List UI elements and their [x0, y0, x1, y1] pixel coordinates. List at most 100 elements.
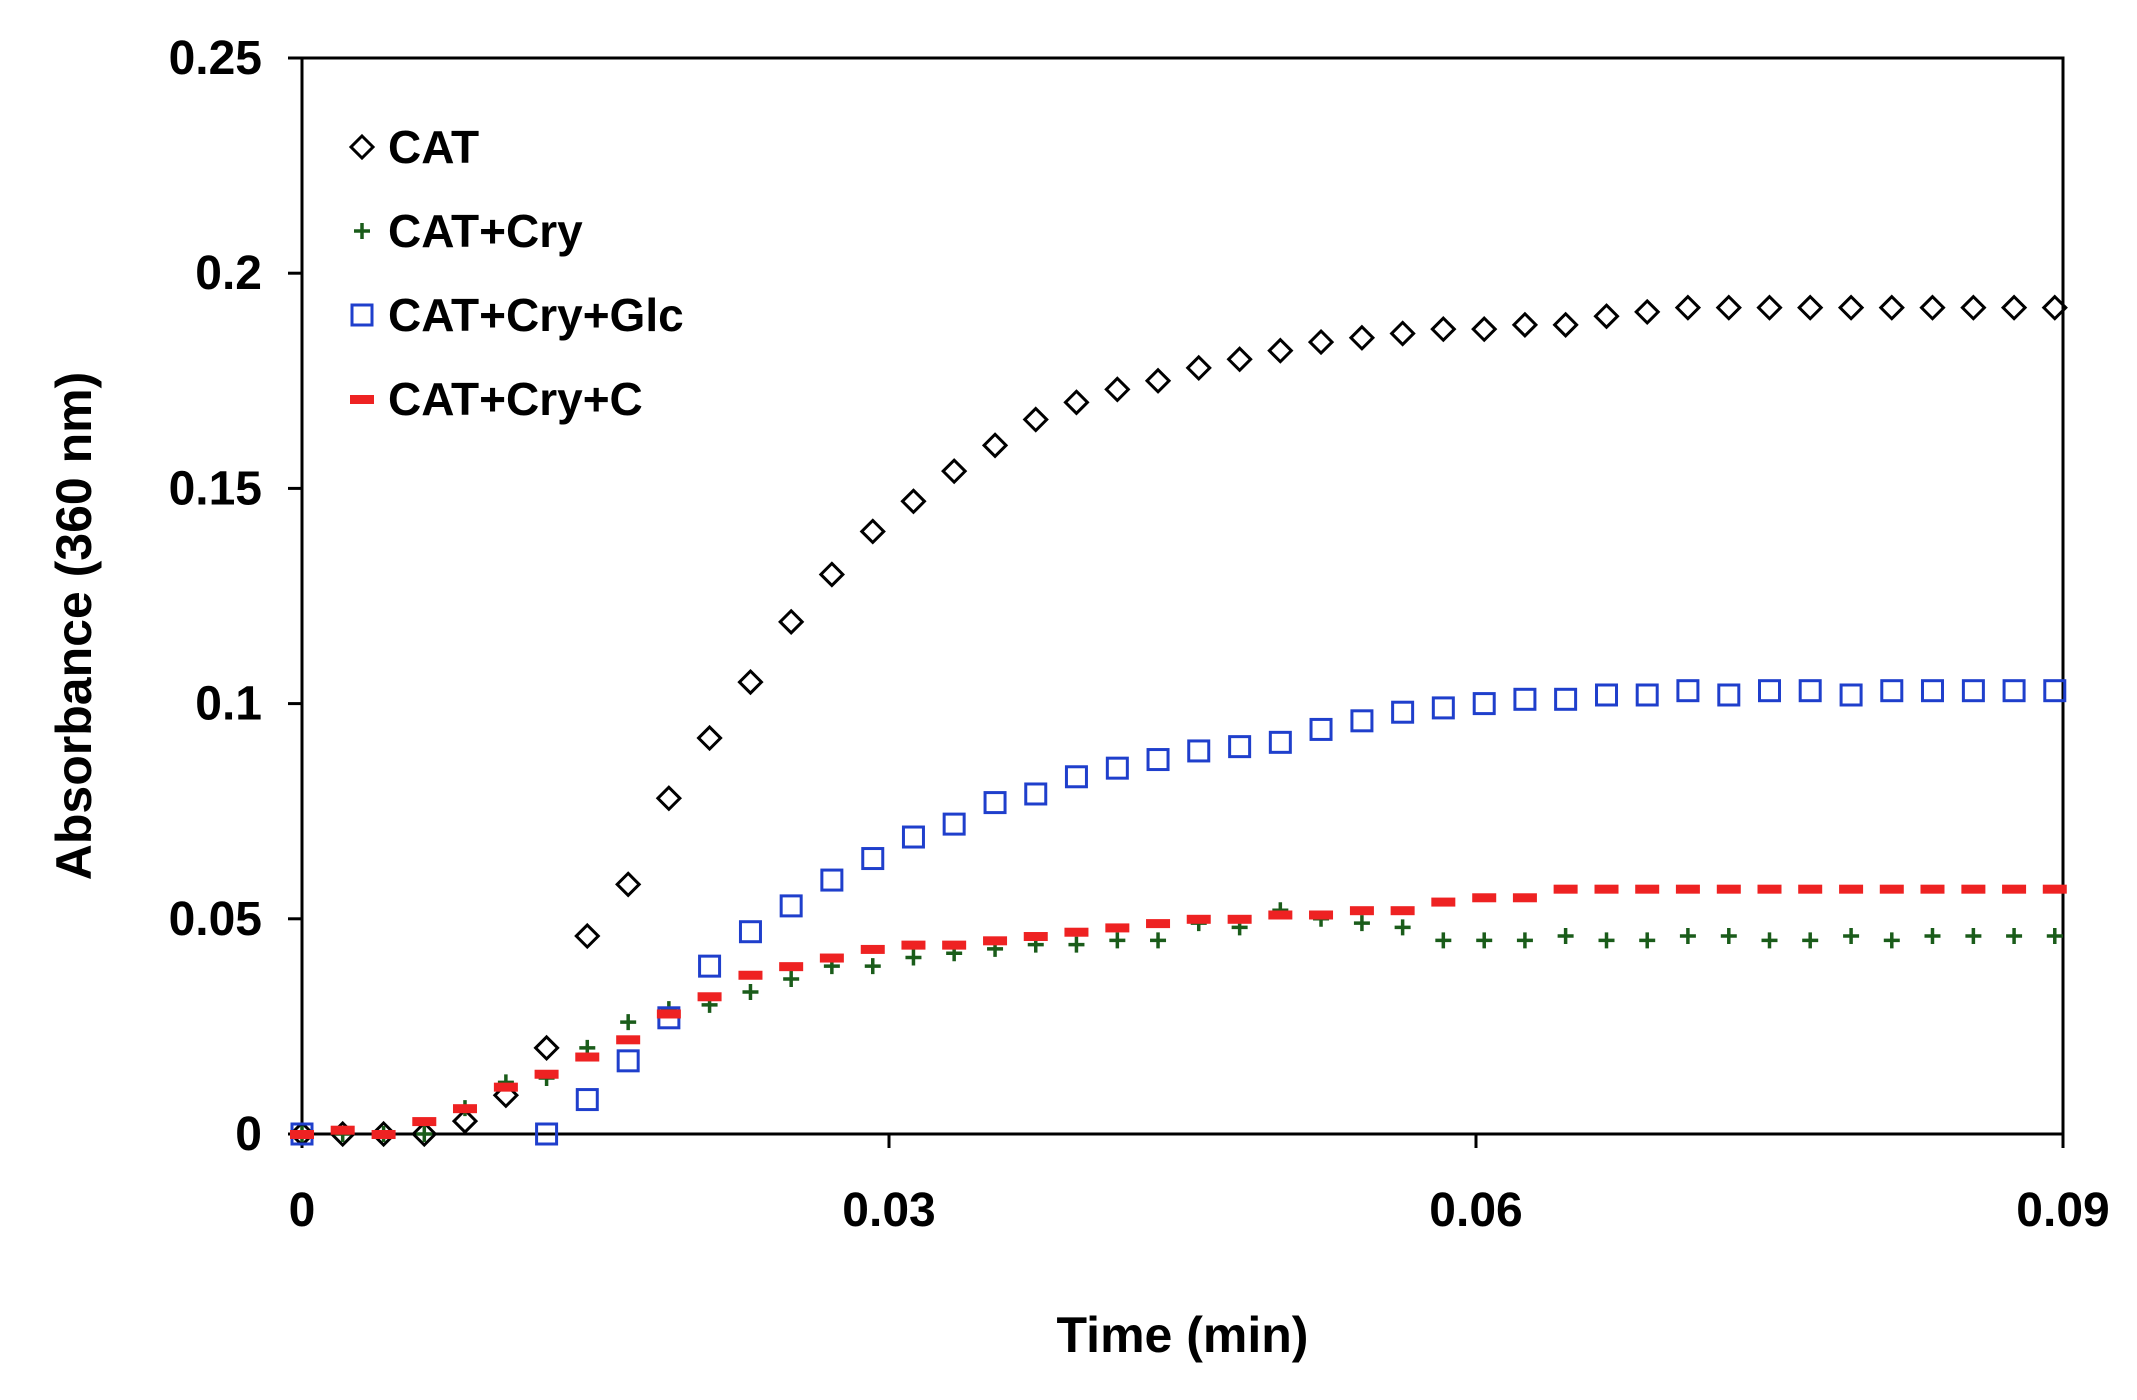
x-axis-title: Time (min)	[1057, 1307, 1309, 1363]
data-point	[1390, 906, 1415, 916]
data-point	[1144, 367, 1172, 394]
data-point	[1554, 687, 1578, 711]
data-point	[1717, 683, 1741, 707]
y-axis-title: Absorbance (360 nm)	[46, 372, 102, 880]
y-tick-label: 0.15	[169, 462, 262, 515]
data-point	[1150, 932, 1167, 949]
data-point	[1105, 756, 1129, 780]
data-point	[983, 791, 1007, 815]
data-point	[1878, 294, 1905, 321]
data-point	[1756, 294, 1783, 321]
legend-entry: CAT+Cry+C	[350, 373, 643, 425]
y-tick-label: 0.2	[195, 247, 262, 300]
data-point	[2041, 294, 2068, 321]
data-point	[1960, 294, 1987, 321]
series-cat	[288, 294, 2068, 1148]
data-point	[981, 432, 1009, 459]
data-point	[783, 971, 800, 988]
data-point	[1227, 914, 1252, 924]
data-point	[1394, 919, 1411, 936]
data-point	[1758, 679, 1781, 703]
data-point	[451, 1107, 479, 1135]
data-point	[1720, 928, 1737, 945]
data-point	[1024, 782, 1048, 806]
data-point	[1064, 927, 1089, 937]
data-point	[818, 561, 845, 588]
data-point	[1023, 932, 1048, 942]
data-point	[819, 953, 844, 963]
data-point	[575, 1088, 599, 1112]
data-point	[1104, 376, 1131, 403]
data-point	[452, 1104, 477, 1114]
data-point	[901, 825, 925, 849]
legend-marker	[350, 303, 374, 327]
data-point	[779, 894, 803, 918]
data-point	[1309, 910, 1334, 920]
data-point	[1431, 897, 1456, 907]
legend-label: CAT	[388, 121, 479, 173]
series-cat-cry-c	[290, 884, 2067, 1139]
data-point	[942, 940, 967, 950]
data-point	[1268, 910, 1293, 920]
data-point	[738, 920, 762, 944]
data-point	[1187, 739, 1211, 763]
data-point	[1920, 884, 1945, 894]
data-point	[1920, 679, 1944, 703]
data-point	[1350, 709, 1374, 733]
data-point	[574, 922, 601, 950]
data-point	[1348, 324, 1376, 351]
data-point	[371, 1130, 396, 1139]
data-point	[1839, 683, 1863, 707]
data-point	[1594, 884, 1619, 894]
data-point	[860, 944, 885, 954]
data-point	[1431, 696, 1455, 720]
legend-marker	[350, 395, 374, 404]
data-point	[1185, 354, 1212, 382]
data-point	[1511, 311, 1539, 338]
data-point	[1679, 928, 1696, 945]
data-point	[290, 1130, 314, 1139]
data-point	[1961, 884, 1986, 894]
data-point	[1267, 337, 1294, 364]
data-point	[778, 608, 805, 635]
data-point	[1674, 294, 1702, 321]
data-point	[416, 1126, 433, 1142]
data-point	[1634, 298, 1661, 326]
data-point	[1063, 389, 1090, 416]
data-point	[2002, 679, 2026, 703]
data-point	[1228, 735, 1252, 759]
data-point	[905, 949, 922, 966]
data-point	[1353, 915, 1370, 932]
y-tick-label: 0.1	[195, 678, 262, 731]
legend-label: CAT+Cry+C	[388, 373, 643, 425]
data-point	[820, 868, 844, 892]
data-point	[1961, 679, 1985, 703]
y-tick-label: 0.05	[169, 893, 262, 946]
x-tick-label: 0.09	[2016, 1184, 2109, 1237]
data-point	[1593, 303, 1620, 330]
data-point	[1552, 311, 1579, 338]
x-tick-label: 0	[289, 1184, 316, 1237]
data-point	[656, 1009, 681, 1019]
data-point	[742, 983, 759, 1000]
data-point	[1391, 700, 1415, 724]
data-point	[1430, 316, 1457, 343]
data-point	[1186, 914, 1211, 924]
data-point	[1146, 748, 1170, 772]
plot-frame	[300, 56, 2065, 1136]
legend-entry: CAT+Cry	[354, 205, 583, 257]
data-point	[1715, 294, 1742, 321]
data-point	[2000, 294, 2028, 321]
data-point	[942, 812, 966, 836]
data-point	[1513, 687, 1537, 711]
data-point	[1105, 923, 1130, 933]
data-point	[1146, 919, 1171, 929]
data-point	[1022, 406, 1049, 433]
data-point	[1389, 320, 1416, 347]
legend-label: CAT+Cry	[388, 205, 583, 257]
data-point	[655, 785, 682, 812]
data-marks	[288, 294, 2068, 1148]
data-point	[1516, 932, 1533, 949]
data-point	[1553, 884, 1578, 894]
data-point	[1798, 679, 1822, 703]
